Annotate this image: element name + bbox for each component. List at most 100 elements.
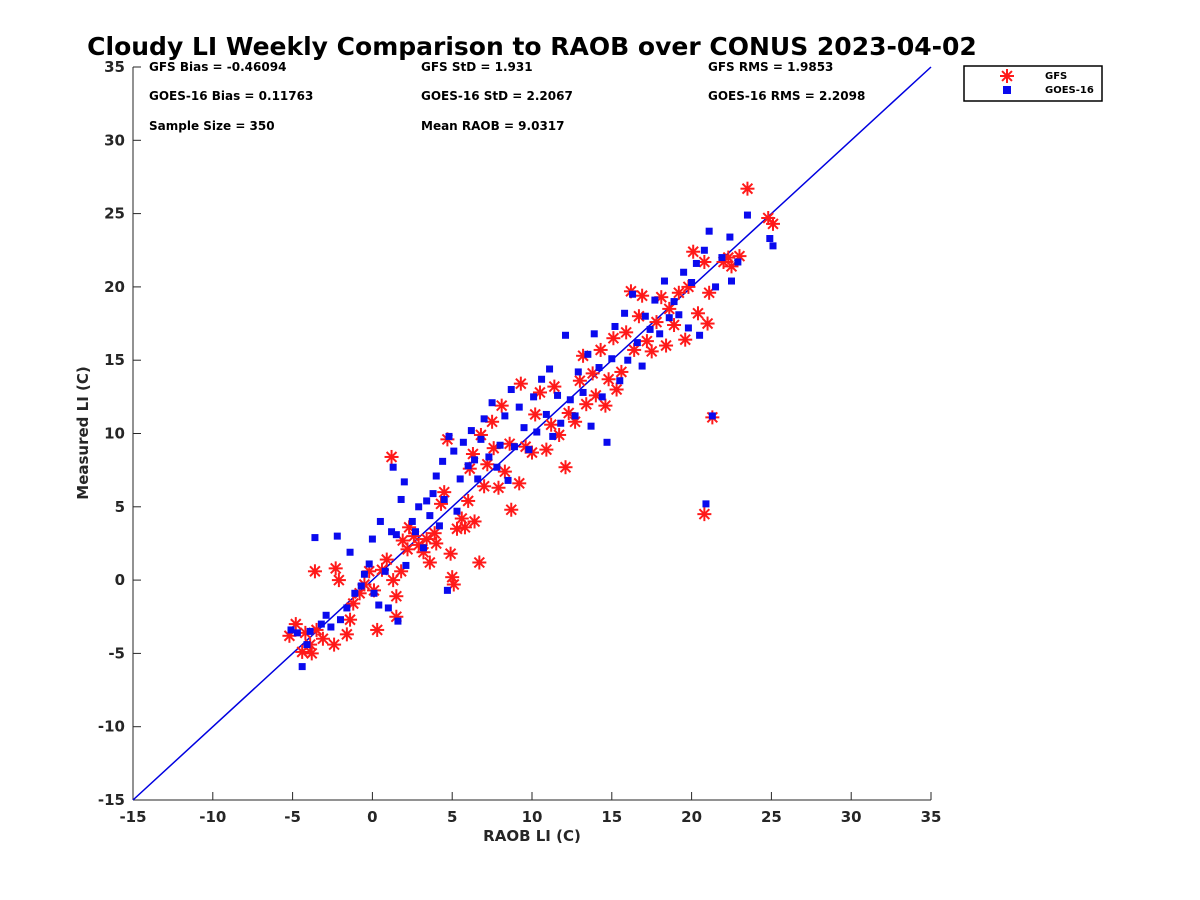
goes-16-point xyxy=(459,438,467,446)
stats-annotations: GFS Bias = -0.46094 GFS StD = 1.931 GFS … xyxy=(149,60,865,133)
goes-16-point xyxy=(665,314,673,322)
goes-16-point xyxy=(439,457,447,465)
goes-16-point xyxy=(488,399,496,407)
goes-16-point xyxy=(696,331,704,339)
goes-16-point xyxy=(493,463,501,471)
goes-16-point xyxy=(389,463,397,471)
goes-16-point xyxy=(726,233,734,241)
gfs-point xyxy=(606,331,621,346)
stat-goes16-bias: GOES-16 Bias = 0.11763 xyxy=(149,89,313,103)
goes-16-point xyxy=(388,528,396,536)
goes-16-point xyxy=(587,422,595,430)
stat-goes16-std: GOES-16 StD = 2.2067 xyxy=(421,89,573,103)
goes-16-point xyxy=(692,259,700,267)
gfs-point xyxy=(370,622,385,637)
gfs-point xyxy=(1000,69,1014,83)
stat-gfs-bias: GFS Bias = -0.46094 xyxy=(149,60,286,74)
gfs-point xyxy=(327,637,342,652)
gfs-point xyxy=(328,561,343,576)
goes-16-point xyxy=(365,560,373,568)
gfs-point xyxy=(765,216,780,231)
goes-16-point xyxy=(411,528,419,536)
goes-16-point xyxy=(675,311,683,319)
goes-16-point xyxy=(590,330,598,338)
goes-16-point xyxy=(346,548,354,556)
goes-16-point xyxy=(381,567,389,575)
goes-16-point xyxy=(538,375,546,383)
goes-16-point xyxy=(435,522,443,530)
goes-16-point xyxy=(440,495,448,503)
goes-16-point xyxy=(443,586,451,594)
gfs-point xyxy=(339,627,354,642)
goes-16-point xyxy=(562,331,570,339)
x-tick-label: -10 xyxy=(199,808,226,826)
goes-16-point xyxy=(477,435,485,443)
goes-16-point xyxy=(351,589,359,597)
goes-16-point xyxy=(333,532,341,540)
gfs-point xyxy=(644,344,659,359)
gfs-point xyxy=(384,449,399,464)
gfs-point xyxy=(659,338,674,353)
goes-16-point xyxy=(445,432,453,440)
goes-16-point xyxy=(656,330,664,338)
gfs-point xyxy=(389,589,404,604)
gfs-point xyxy=(609,382,624,397)
gfs-point xyxy=(443,546,458,561)
goes-16-point xyxy=(598,393,606,401)
goes-16-point xyxy=(343,604,351,612)
gfs-point xyxy=(512,476,527,491)
goes-16-point xyxy=(743,211,751,219)
gfs-point xyxy=(497,464,512,479)
goes-16-point xyxy=(646,325,654,333)
gfs-point xyxy=(467,514,482,529)
x-tick-label: 25 xyxy=(761,808,782,826)
gfs-point xyxy=(558,460,573,475)
goes-16-point xyxy=(734,258,742,266)
gfs-point xyxy=(678,332,693,347)
gfs-point xyxy=(491,480,506,495)
goes-16-point xyxy=(621,309,629,317)
goes-16-point xyxy=(504,476,512,484)
goes-16-point xyxy=(293,629,301,637)
gfs-point xyxy=(598,398,613,413)
goes-16-point xyxy=(496,441,504,449)
goes-16-point xyxy=(702,500,710,508)
gfs-point xyxy=(528,407,543,422)
legend-gfs-marker xyxy=(1000,69,1014,83)
goes-16-point xyxy=(402,561,410,569)
goes-16-point xyxy=(670,298,678,306)
y-tick-label: 15 xyxy=(104,351,125,369)
gfs-point xyxy=(662,301,677,316)
goes-16-point xyxy=(453,507,461,515)
gfs-point xyxy=(697,507,712,522)
goes-16-point xyxy=(624,356,632,364)
goes-16-point xyxy=(525,446,533,454)
gfs-point xyxy=(649,315,664,330)
gfs-point xyxy=(539,442,554,457)
goes-16-point xyxy=(384,604,392,612)
goes-16-point xyxy=(360,570,368,578)
y-tick-label: -10 xyxy=(98,718,125,736)
goes-16-point xyxy=(392,531,400,539)
goes-16-point xyxy=(595,364,603,372)
goes-16-point xyxy=(456,475,464,483)
goes-16-point xyxy=(311,534,319,542)
y-tick-label: 35 xyxy=(104,58,125,76)
gfs-point xyxy=(639,334,654,349)
goes-16-point xyxy=(688,279,696,287)
goes-16-point xyxy=(467,427,475,435)
goes-16-point xyxy=(769,242,777,250)
goes-16-point xyxy=(603,438,611,446)
gfs-point xyxy=(427,526,442,541)
stat-gfs-rms: GFS RMS = 1.9853 xyxy=(708,60,833,74)
legend: GFS GOES-16 xyxy=(963,65,1103,102)
goes-16-point xyxy=(651,296,659,304)
goes-16-point xyxy=(546,365,554,373)
goes-16-point xyxy=(507,386,515,394)
goes-16-point xyxy=(464,462,472,470)
y-tick-label: -5 xyxy=(108,644,125,662)
gfs-point xyxy=(400,542,415,557)
goes-16-point xyxy=(303,641,311,649)
stat-sample-size: Sample Size = 350 xyxy=(149,119,275,133)
